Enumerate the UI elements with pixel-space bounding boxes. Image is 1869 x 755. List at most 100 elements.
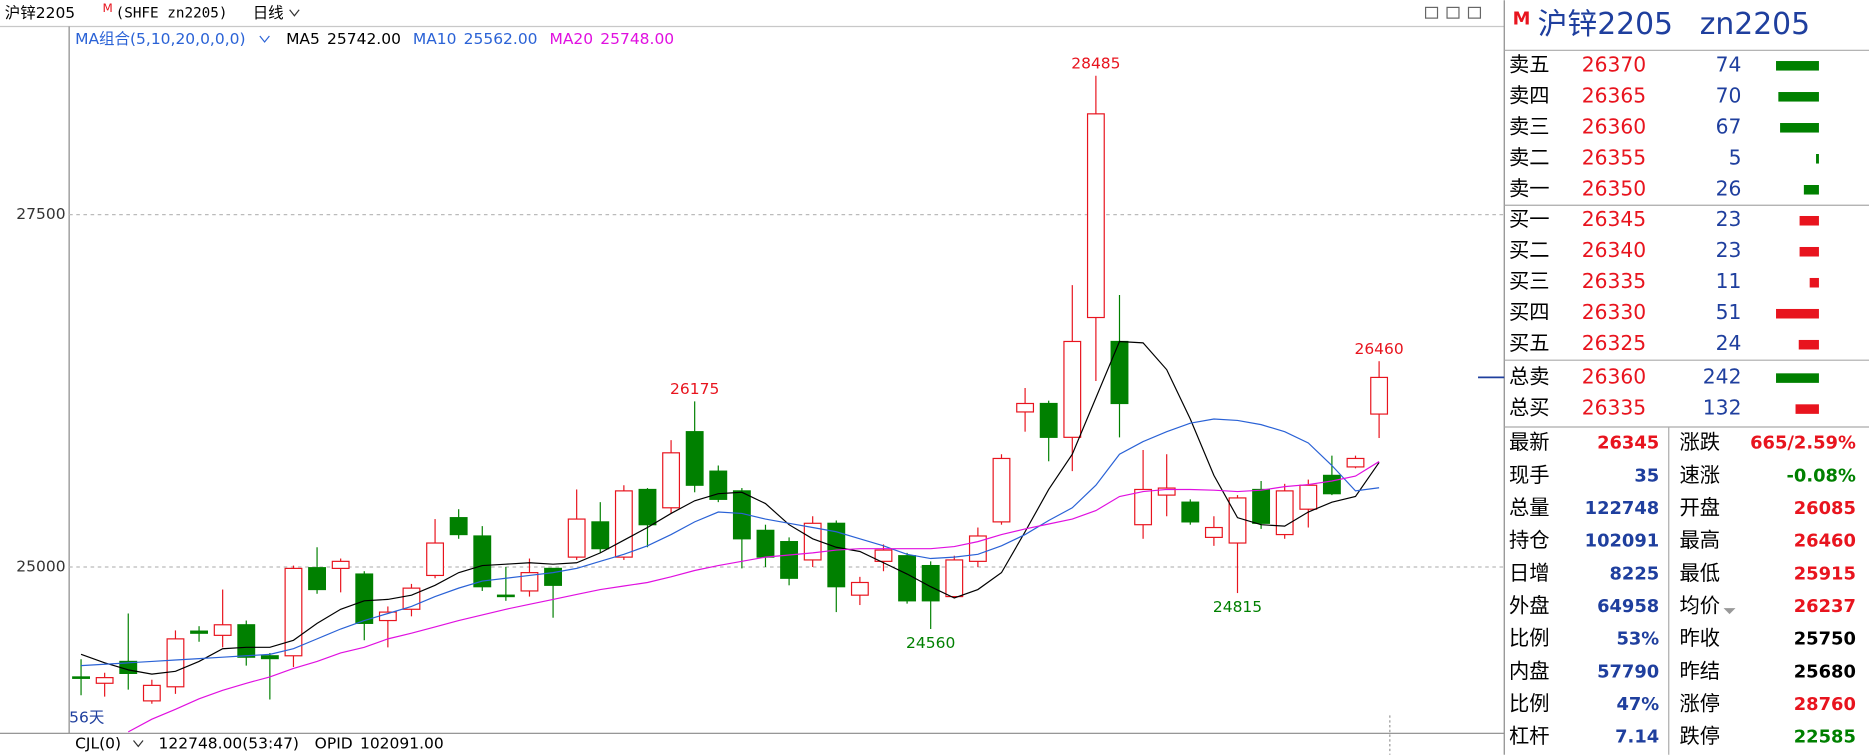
book-label: 买二 xyxy=(1509,238,1550,262)
candle-body xyxy=(1063,340,1082,438)
stat-value: 47% xyxy=(1616,694,1659,715)
candle-body xyxy=(1370,376,1389,415)
book-label: 卖五 xyxy=(1509,52,1550,76)
candle-body xyxy=(72,676,90,679)
candle-body xyxy=(614,490,633,558)
days-label: 56天 xyxy=(69,708,104,726)
candle-body xyxy=(213,624,232,636)
ma-combo[interactable]: MA组合(5,10,20,0,0,0) xyxy=(75,30,245,48)
book-price: 26360 xyxy=(1582,114,1646,138)
total-volume: 242 xyxy=(1703,365,1742,389)
candle-body xyxy=(308,567,327,591)
book-price: 26370 xyxy=(1582,52,1646,76)
book-volume: 5 xyxy=(1729,145,1742,169)
volume-bar xyxy=(1799,215,1819,226)
candle-body xyxy=(496,594,515,598)
candle-body xyxy=(591,521,610,550)
stat-value: 25680 xyxy=(1794,661,1856,682)
candle-body xyxy=(1299,484,1318,510)
book-price: 26365 xyxy=(1582,83,1646,107)
y-tick-label: 27500 xyxy=(16,205,65,223)
stat-label: 涨停 xyxy=(1679,691,1720,715)
ma-name: MA5 xyxy=(286,30,320,48)
stat-label: 速涨 xyxy=(1679,463,1720,487)
total-price: 26360 xyxy=(1582,365,1646,389)
candle-body xyxy=(1228,497,1247,544)
stat-value: 26237 xyxy=(1794,596,1856,617)
candle-body xyxy=(1016,402,1035,413)
total-bar xyxy=(1776,373,1819,383)
stat-label: 昨收 xyxy=(1679,626,1720,650)
stat-label: 涨跌 xyxy=(1679,430,1720,454)
extreme-label: 28485 xyxy=(1071,54,1120,72)
button[interactable] xyxy=(1424,6,1439,19)
candle-body xyxy=(850,581,869,596)
book-volume: 24 xyxy=(1716,331,1742,355)
dropdown-icon[interactable] xyxy=(259,35,270,43)
stat-value: 53% xyxy=(1616,629,1659,650)
badge: M xyxy=(103,1,113,15)
stat-value: 28760 xyxy=(1794,694,1856,715)
stat-value: 8225 xyxy=(1609,563,1659,584)
quote-code: zn2205 xyxy=(1700,7,1810,42)
stat-value: -0.08% xyxy=(1787,465,1856,486)
ma-name: MA20 xyxy=(549,30,593,48)
book-volume: 26 xyxy=(1716,176,1742,200)
volume-bar xyxy=(1803,184,1819,195)
avg-icon xyxy=(1723,608,1736,615)
candle-body xyxy=(95,677,114,684)
total-bar xyxy=(1795,404,1819,414)
book-volume: 70 xyxy=(1716,83,1742,107)
stat-label: 杠杆 xyxy=(1509,724,1550,748)
y-tick-label: 25000 xyxy=(16,557,65,575)
dropdown-icon[interactable] xyxy=(289,9,300,17)
candle-body xyxy=(190,630,208,634)
stat-value: 26460 xyxy=(1794,531,1856,552)
total-volume: 132 xyxy=(1703,396,1742,420)
candle-body xyxy=(1134,488,1153,526)
candle-body xyxy=(662,452,681,509)
book-label: 买四 xyxy=(1509,300,1550,324)
stat-value: 7.14 xyxy=(1615,727,1659,748)
candle-body xyxy=(874,549,893,562)
candle-body xyxy=(1039,402,1058,438)
book-label: 卖三 xyxy=(1509,114,1550,138)
footer-volume: 122748.00(53:47) xyxy=(159,735,299,753)
separators xyxy=(1504,49,1869,755)
candle-body xyxy=(827,522,846,588)
dropdown-icon[interactable] xyxy=(133,740,144,748)
stat-label: 开盘 xyxy=(1679,495,1720,519)
candle-body xyxy=(638,488,657,526)
stat-value: 35 xyxy=(1634,465,1659,486)
volume-bar xyxy=(1798,339,1819,350)
book-volume: 51 xyxy=(1716,300,1742,324)
volume-bar xyxy=(1778,92,1819,102)
stat-label: 内盘 xyxy=(1509,659,1550,683)
symbol: 沪锌2205 xyxy=(5,4,75,22)
stat-label: 现手 xyxy=(1509,463,1550,487)
period[interactable]: 日线 xyxy=(253,4,284,22)
candle-body xyxy=(142,684,161,702)
button[interactable] xyxy=(1446,6,1460,19)
stat-label: 持仓 xyxy=(1509,528,1550,552)
extreme-label: 24815 xyxy=(1213,598,1262,616)
total-label: 总卖 xyxy=(1509,365,1550,389)
opid: 102091.00 xyxy=(360,735,444,753)
candle-body xyxy=(921,564,940,602)
opid-label: OPID xyxy=(315,735,353,753)
volume-bar xyxy=(1776,61,1819,71)
candle-body xyxy=(426,542,445,577)
book-label: 买一 xyxy=(1509,207,1550,231)
indicator[interactable]: CJL(0) xyxy=(75,735,121,753)
book-label: 卖四 xyxy=(1509,83,1550,107)
stat-label: 总量 xyxy=(1509,495,1550,519)
button[interactable] xyxy=(1467,6,1482,19)
plot-area xyxy=(72,75,1389,733)
total-label: 总买 xyxy=(1509,396,1550,420)
book-price: 26355 xyxy=(1582,145,1646,169)
book-label: 卖二 xyxy=(1509,145,1550,169)
book-price: 26350 xyxy=(1582,176,1646,200)
candle-body xyxy=(520,572,539,592)
candle-body xyxy=(1157,487,1176,496)
